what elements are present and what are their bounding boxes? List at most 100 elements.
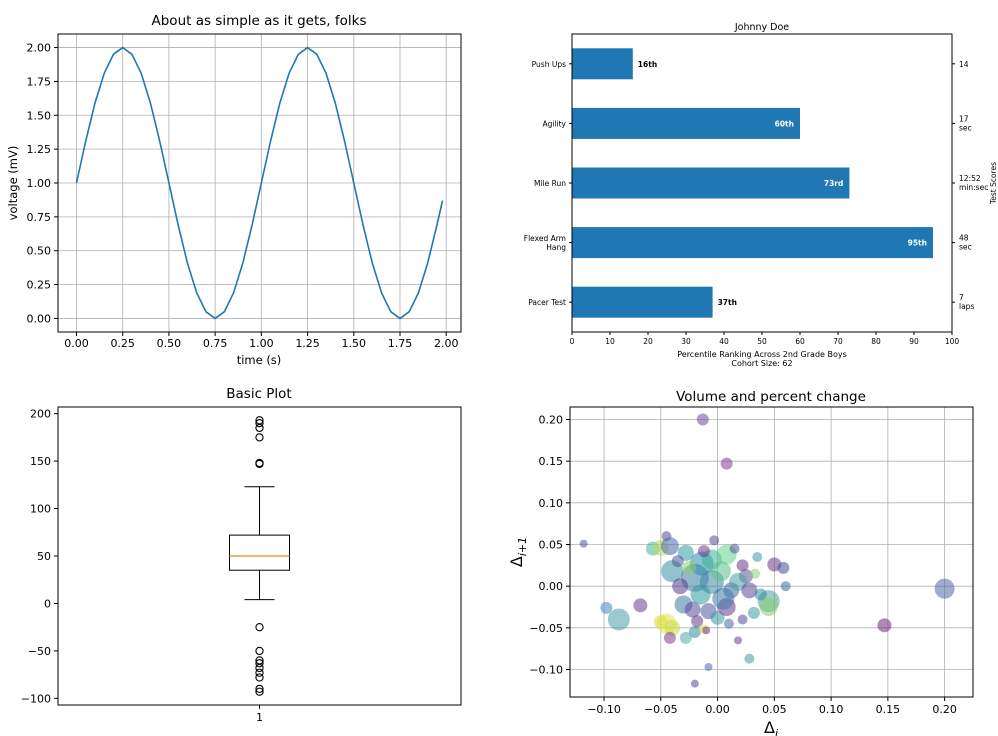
x-tick-label: −0.05 (644, 703, 678, 716)
scatter-point (691, 615, 704, 628)
y-tick-label: 2.00 (27, 42, 52, 55)
scatter-point (579, 539, 588, 548)
y-tick-label: 50 (37, 550, 51, 563)
category-label: Agility (542, 119, 566, 128)
scatter-point (750, 568, 761, 579)
scatter-point (702, 626, 711, 635)
y-axis-label-subscript: i+1 (516, 537, 529, 556)
x-tick-label: 30 (681, 337, 691, 346)
score-label: laps (959, 302, 974, 311)
x-tick-label: 1.25 (295, 337, 320, 350)
scatter-point (729, 543, 740, 554)
scatter-point (877, 618, 892, 633)
scatter-point (780, 581, 791, 592)
bar (572, 48, 633, 80)
series-line (75, 46, 444, 320)
y-tick-label: 0.10 (539, 497, 564, 510)
y-tick-label: 200 (30, 408, 51, 421)
y-tick-label: 1.75 (27, 75, 52, 88)
scatter-point (682, 560, 697, 575)
box-plot: −100 −50 0 50 100 150 200 1 Basic Plot (21, 386, 462, 724)
scatter-point (747, 606, 760, 619)
x-tick-label: 1.50 (342, 337, 367, 350)
scatter-point (712, 587, 735, 610)
score-label: 12:52 (959, 174, 981, 183)
x-tick-label: 0.15 (876, 703, 901, 716)
x-tick-label: 0.20 (932, 703, 957, 716)
scatter-chart: −0.10 −0.05 0.00 0.05 0.10 0.15 0.20 −0.10 −0.0… (507, 389, 974, 736)
y-tick-label: 0.15 (539, 455, 564, 468)
score-label: 14 (959, 60, 969, 69)
scatter-point (690, 679, 699, 688)
bar (572, 227, 933, 259)
scatter-point (777, 561, 790, 574)
scatter-point (709, 535, 720, 546)
scatter-point (736, 559, 749, 572)
right-axis-label: Test Scores (989, 162, 998, 205)
x-tick-label: 0.00 (705, 703, 730, 716)
scatter-point (684, 601, 701, 618)
y-tick-label: 0 (44, 597, 51, 610)
scatter-point (710, 610, 725, 625)
x-tick-label: 0.75 (203, 337, 228, 350)
scatter-point (754, 588, 767, 601)
scatter-point (704, 663, 713, 671)
x-tick-label: 10 (605, 337, 615, 346)
y-tick-label: −100 (21, 692, 51, 705)
x-axis-label: Δi (764, 718, 778, 736)
chart-title: Volume and percent change (676, 389, 866, 405)
y-tick-label: −50 (28, 645, 51, 658)
scatter-point (600, 601, 613, 614)
scatter-point (697, 545, 710, 558)
y-axis-label: Δi+1 (507, 537, 529, 567)
x-tick-label: 20 (643, 337, 653, 346)
bar-value-label: 73rd (824, 179, 844, 188)
x-tick-label: 0 (570, 337, 575, 346)
score-label: 7 (959, 293, 964, 302)
x-tick-label: 2.00 (434, 337, 459, 350)
y-tick-label: 100 (30, 503, 51, 516)
x-tick-label: 0.25 (110, 337, 135, 350)
outlier-point (255, 659, 264, 668)
scatter-point (663, 631, 676, 644)
chart-title: Basic Plot (226, 386, 291, 402)
score-label: sec (959, 243, 972, 252)
scatter-point (607, 608, 630, 631)
bar (572, 286, 713, 318)
y-tick-label: 1.25 (27, 143, 52, 156)
outlier-point (255, 623, 264, 632)
x-axis-label-line-1: Percentile Ranking Across 2nd Grade Boys (677, 350, 847, 359)
bar-chart: 0 10 20 30 40 50 60 70 80 90 100 Pacer Test Flexed … (524, 22, 998, 368)
category-label: Push Ups (532, 60, 566, 69)
outlier-point (255, 646, 264, 656)
x-tick-label: 40 (719, 337, 729, 346)
line-chart: 0.00 0.25 0.50 0.75 1.00 1.25 1.50 1.75 2.00 0.0… (6, 13, 462, 367)
scatter-point (688, 626, 701, 638)
x-tick-label: −0.10 (587, 703, 621, 716)
y-tick-label: 1.50 (27, 109, 52, 122)
outlier-point (255, 668, 264, 677)
outlier-point (255, 673, 264, 682)
scatter-point (734, 636, 743, 645)
x-tick-label: 100 (945, 337, 960, 346)
scatter-point (759, 598, 778, 616)
scatter-point (696, 413, 709, 426)
y-axis-label: voltage (mV) (6, 146, 20, 221)
scatter-point (679, 631, 692, 644)
outlier-point (255, 459, 264, 469)
scatter-point (737, 614, 748, 625)
bar (572, 167, 850, 199)
y-tick-label: −0.05 (529, 622, 563, 635)
y-tick-label: 0.20 (539, 414, 564, 427)
category-label: Flexed Arm (524, 234, 566, 243)
bar (572, 107, 800, 139)
x-axis-label-main: Δ (764, 718, 775, 736)
chart-title: About as simple as it gets, folks (152, 13, 367, 29)
outlier-point (255, 418, 264, 428)
category-label: Hang (546, 243, 566, 252)
y-tick-label: 150 (30, 455, 51, 468)
x-tick-label: 80 (871, 337, 881, 346)
scatter-point (671, 555, 684, 568)
chart-title: Johnny Doe (734, 22, 789, 33)
scatter-point (710, 561, 731, 582)
